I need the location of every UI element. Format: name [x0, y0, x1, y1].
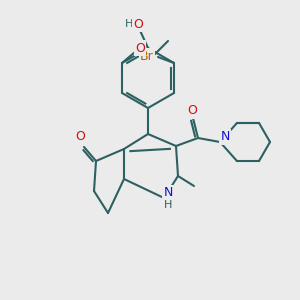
Text: H: H — [125, 19, 133, 29]
Text: N: N — [220, 130, 230, 143]
Text: O: O — [133, 17, 143, 31]
Text: O: O — [187, 104, 197, 118]
Text: N: N — [163, 187, 173, 200]
Text: O: O — [75, 130, 85, 143]
Text: H: H — [164, 200, 172, 210]
Text: Br: Br — [140, 50, 154, 62]
Text: O: O — [135, 41, 145, 55]
